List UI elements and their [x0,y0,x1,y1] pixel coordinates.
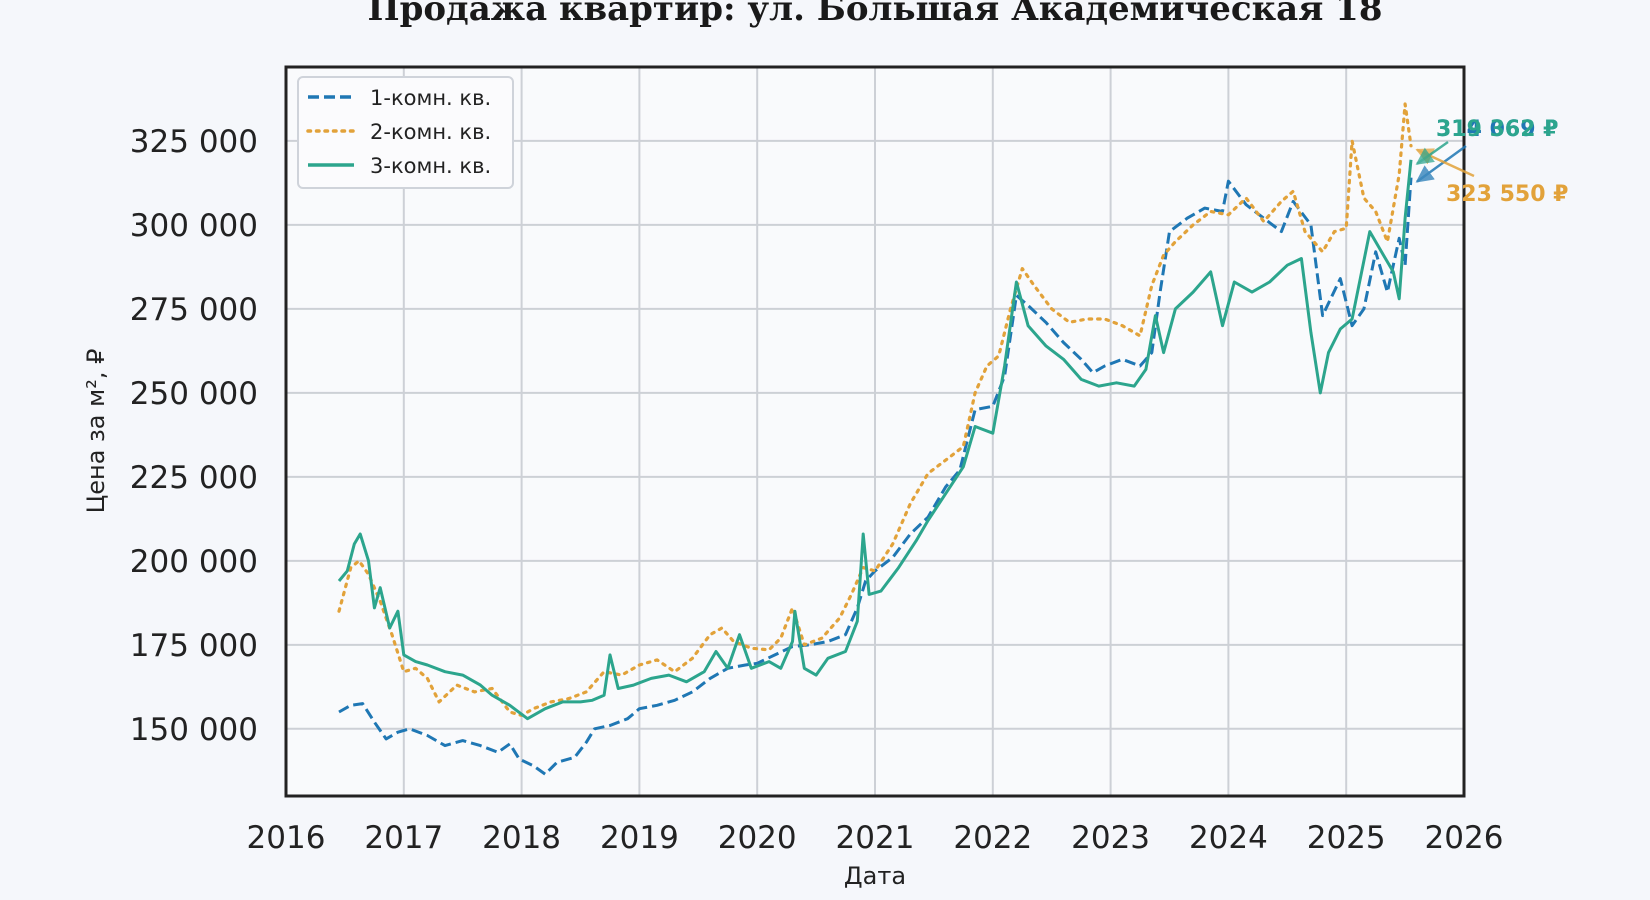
end-label-2-room: 323 550 ₽ [1446,182,1568,207]
end-value-annotations: 314 069 ₽ 319 362 ₽ 323 550 ₽ [1415,117,1568,207]
x-tick-label: 2025 [1307,820,1386,856]
x-tick-label: 2019 [600,820,679,856]
series-line-1-room [338,177,1413,776]
x-tick-label: 2026 [1425,820,1504,856]
y-tick-label: 300 000 [130,208,258,244]
end-label-1-room: 314 069 ₽ [1436,117,1558,142]
x-tick-label: 2023 [1071,820,1150,856]
x-tick-label: 2024 [1189,820,1268,856]
y-axis-label: Цена за м², ₽ [82,349,110,514]
y-tick-label: 325 000 [130,124,258,160]
legend-label-3-room: 3-комн. кв. [370,154,491,178]
x-tick-label: 2021 [836,820,915,856]
x-tick-label: 2017 [364,820,443,856]
x-tick-label: 2022 [953,820,1032,856]
legend-box [297,76,514,189]
x-tick-label: 2018 [482,820,561,856]
y-tick-label: 225 000 [130,460,258,496]
x-axis: 2016 2017 2018 2019 2020 2021 2022 2023 2024 2025… [247,820,1504,856]
series-group [337,102,1413,776]
plot-frame [284,65,1466,798]
series-line-3-room [337,159,1413,721]
legend-label-1-room: 1-комн. кв. [370,86,491,110]
y-tick-label: 175 000 [130,628,258,664]
y-tick-label: 200 000 [130,544,258,580]
y-tick-label: 275 000 [130,292,258,328]
y-axis: 150 000 175 000 200 000 225 000 250 000 275 0… [130,124,258,748]
y-tick-label: 150 000 [130,712,258,748]
legend: 1-комн. кв. 2-комн. кв. 3-комн. кв. [297,76,514,189]
legend-label-2-room: 2-комн. кв. [370,120,491,144]
x-tick-label: 2016 [247,820,326,856]
annotation-arrow-1-room [1415,144,1467,183]
y-tick-label: 250 000 [130,376,258,412]
end-label-3-room: 319 362 ₽ [1436,117,1558,142]
x-tick-label: 2020 [718,820,797,856]
chart-title: Продажа квартир: ул. Большая Академическ… [368,0,1383,29]
x-axis-label: Дата [844,862,906,890]
annotation-arrow-3-room [1415,140,1449,165]
